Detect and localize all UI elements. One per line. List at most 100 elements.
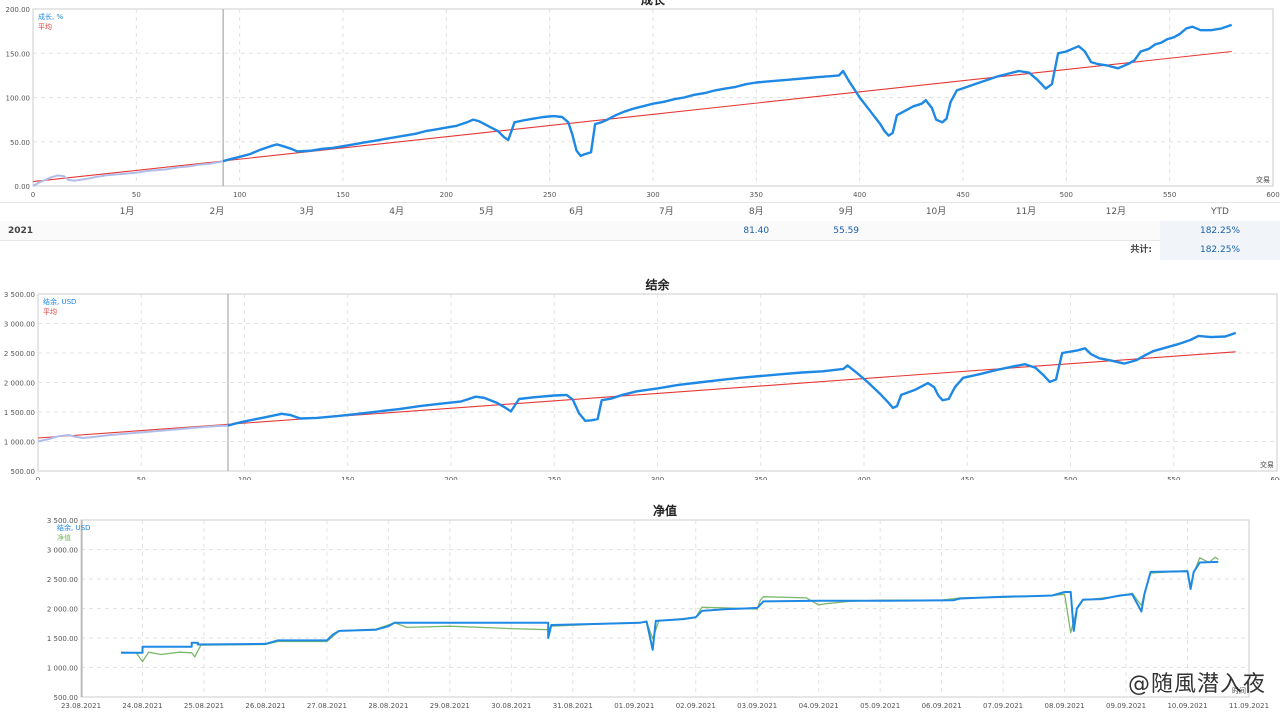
- x-tick-label: 04.09.2021: [799, 702, 839, 710]
- y-tick-label: 1 500.00: [47, 635, 78, 643]
- total-label: 共计:: [1130, 245, 1152, 255]
- x-tick-label: 01.09.2021: [614, 702, 654, 710]
- x-tick-label: 150: [336, 191, 349, 199]
- x-tick-label: 400: [853, 191, 866, 199]
- average-line: [32, 50, 1232, 183]
- x-tick-label: 08.09.2021: [1045, 702, 1085, 710]
- x-tick-label: 06.09.2021: [922, 702, 962, 710]
- x-tick-label: 200: [444, 476, 457, 480]
- y-tick-label: 100.00: [6, 95, 31, 103]
- x-tick-label: 0: [36, 476, 40, 480]
- x-tick-label: 26.08.2021: [245, 702, 285, 710]
- month-header: 7月: [658, 207, 674, 217]
- legend-entry-average: 平均: [38, 22, 52, 31]
- x-tick-label: 27.08.2021: [307, 702, 347, 710]
- y-tick-label: 3 500.00: [4, 291, 35, 299]
- y-tick-label: 500.00: [54, 694, 79, 702]
- x-tick-label: 500: [1060, 191, 1073, 199]
- history-line: [32, 160, 224, 187]
- x-tick-label: 300: [651, 476, 664, 480]
- y-tick-label: 2 000.00: [4, 380, 35, 388]
- x-tick-label: 28.08.2021: [368, 702, 408, 710]
- x-tick-label: 400: [857, 476, 870, 480]
- x-tick-label: 09.09.2021: [1106, 702, 1146, 710]
- y-tick-label: 1 000.00: [4, 439, 35, 447]
- total-value: 182.25%: [1160, 240, 1280, 260]
- y-tick-label: 200.00: [6, 6, 31, 14]
- equity-line: [120, 556, 1219, 663]
- x-tick-label: 23.08.2021: [61, 702, 101, 710]
- x-tick-label: 50: [137, 476, 146, 480]
- x-tick-label: 11.09.2021: [1229, 702, 1269, 710]
- x-tick-label: 150: [341, 476, 354, 480]
- month-header: 3月: [299, 207, 315, 217]
- x-tick-label: 450: [956, 191, 969, 199]
- x-tick-label: 100: [233, 191, 246, 199]
- x-tick-label: 03.09.2021: [737, 702, 777, 710]
- month-value: 55.59: [833, 226, 860, 236]
- month-header: 9月: [838, 207, 854, 217]
- month-header: 1月: [119, 207, 135, 217]
- y-tick-label: 500.00: [11, 468, 36, 476]
- month-header: 5月: [479, 207, 494, 217]
- month-header: 8月: [748, 207, 764, 217]
- legend-entry-main: 成长, %: [38, 12, 63, 21]
- chart-title: 成长: [641, 0, 666, 7]
- x-tick-label: 550: [1167, 476, 1180, 480]
- y-tick-label: 150.00: [6, 50, 31, 58]
- x-tick-label: 450: [961, 476, 974, 480]
- y-tick-label: 3 000.00: [4, 321, 35, 329]
- y-tick-label: 2 000.00: [47, 606, 78, 614]
- x-axis-label: 交易: [1260, 460, 1274, 469]
- x-tick-label: 600: [1270, 476, 1280, 480]
- x-tick-label: 02.09.2021: [676, 702, 716, 710]
- month-header: 4月: [389, 207, 404, 217]
- legend-entry-average: 平均: [43, 307, 57, 316]
- chart-title: 净值: [653, 503, 677, 518]
- x-tick-label: 200: [440, 191, 453, 199]
- x-tick-label: 07.09.2021: [983, 702, 1023, 710]
- legend-entry-equity: 净值: [57, 533, 71, 542]
- watermark: @随風潜入夜: [1127, 672, 1266, 697]
- balance-chart: 结余 500.00 1 000.00 1 500.00 2 000.00 2 500.00…: [4, 277, 1280, 480]
- x-tick-label: 350: [754, 476, 767, 480]
- y-tick-label: 1 500.00: [4, 409, 35, 417]
- x-tick-label: 30.08.2021: [491, 702, 531, 710]
- y-tick-label: 2 500.00: [4, 350, 35, 358]
- year-row: 81.40 55.59 2021 182.25%: [0, 221, 1280, 241]
- x-tick-label: 600: [1266, 191, 1279, 199]
- series-line: [227, 331, 1237, 427]
- x-axis-label: 时间: [1232, 686, 1246, 695]
- x-tick-label: 550: [1163, 191, 1176, 199]
- month-header: 10月: [925, 207, 947, 217]
- history-line: [37, 424, 229, 443]
- y-tick-label: 3 000.00: [47, 547, 78, 555]
- x-tick-label: 05.09.2021: [860, 702, 900, 710]
- growth-chart: 成长 0.00 50.00 100.00 150.00 200.00 0 50 100 150 20…: [6, 0, 1280, 199]
- x-tick-label: 31.08.2021: [553, 702, 593, 710]
- y-tick-label: 3 500.00: [47, 517, 78, 525]
- x-tick-label: 10.09.2021: [1167, 702, 1207, 710]
- x-tick-label: 50: [132, 191, 141, 199]
- y-tick-label: 1 000.00: [47, 665, 78, 673]
- x-tick-label: 100: [238, 476, 251, 480]
- ytd-header: YTD: [1211, 207, 1229, 217]
- month-header: 2月: [209, 207, 225, 217]
- month-value: 81.40: [743, 226, 770, 236]
- month-header: 12月: [1105, 207, 1127, 217]
- x-tick-label: 29.08.2021: [430, 702, 470, 710]
- x-tick-label: 500: [1064, 476, 1077, 480]
- y-tick-label: 2 500.00: [47, 576, 78, 584]
- balance-line: [121, 560, 1219, 654]
- month-header: 11月: [1015, 207, 1037, 217]
- y-tick-label: 0.00: [14, 183, 30, 191]
- x-tick-label: 250: [543, 191, 556, 199]
- x-tick-label: 250: [548, 476, 561, 480]
- y-tick-label: 50.00: [10, 139, 30, 147]
- ytd-value: 182.25%: [1160, 221, 1280, 241]
- series-line: [222, 23, 1233, 163]
- legend-entry-main: 结余, USD: [43, 297, 76, 306]
- x-tick-label: 350: [750, 191, 763, 199]
- x-tick-label: 300: [646, 191, 659, 199]
- x-tick-label: 0: [31, 191, 35, 199]
